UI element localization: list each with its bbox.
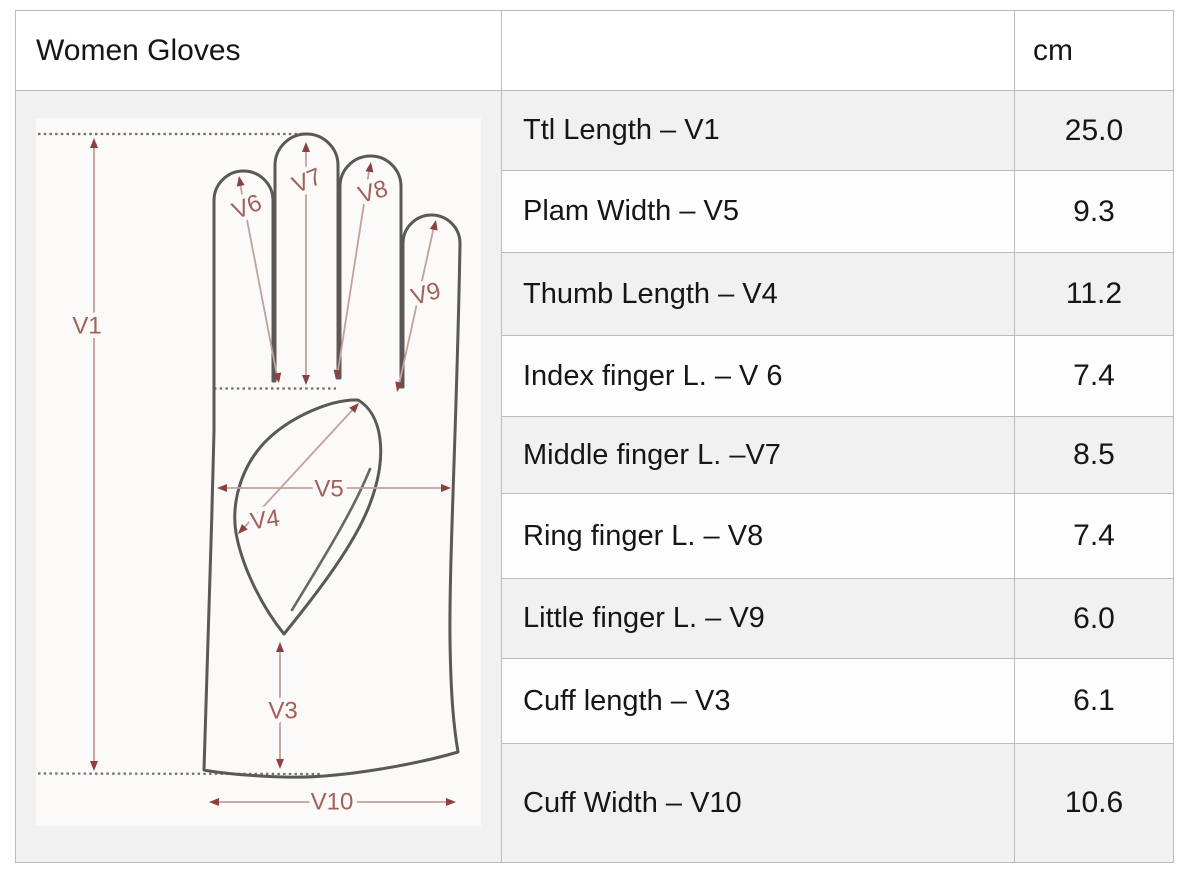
table-row: Ring finger L. – V8 7.4 — [16, 493, 1174, 579]
v1-label: V1 — [72, 313, 101, 340]
v3-dimension: V3 — [264, 642, 302, 769]
row-value: 25.0 — [1014, 90, 1174, 171]
table-row: Cuff Width – V10 10.6 — [16, 743, 1174, 863]
row-label: Middle finger L. –V7 — [501, 416, 1015, 494]
table-row: Index finger L. – V 6 7.4 — [16, 335, 1174, 417]
glove-diagram-svg: V1 V6 — [37, 132, 462, 820]
v4-label: V4 — [249, 505, 282, 536]
v5-label: V5 — [314, 476, 343, 503]
row-value: 6.1 — [1014, 658, 1174, 744]
v8-label: V8 — [355, 175, 391, 209]
thumb-outline — [233, 398, 383, 636]
table-row: Cuff length – V3 6.1 — [16, 658, 1174, 744]
row-label: Ttl Length – V1 — [501, 90, 1015, 171]
row-label: Thumb Length – V4 — [501, 252, 1015, 336]
glove-diagram-cell: V1 V6 — [15, 90, 502, 863]
glove-outline — [202, 132, 462, 779]
v7-dimension: V7 — [284, 142, 330, 385]
row-label: Cuff length – V3 — [501, 658, 1015, 744]
table-row: Thumb Length – V4 11.2 — [16, 252, 1174, 336]
glove-diagram-image: V1 V6 — [36, 118, 481, 826]
table-row: V1 V6 — [15, 90, 1174, 863]
v7-label: V7 — [288, 163, 325, 199]
table-title: Women Gloves — [15, 10, 502, 91]
unit-header: cm — [1014, 10, 1174, 91]
row-value: 10.6 — [1014, 743, 1174, 863]
v3-label: V3 — [268, 698, 297, 725]
row-label: Plam Width – V5 — [501, 170, 1015, 253]
row-value: 7.4 — [1014, 335, 1174, 417]
row-label: Little finger L. – V9 — [501, 578, 1015, 659]
table-row: Plam Width – V5 9.3 — [16, 170, 1174, 253]
v10-dimension: V10 — [209, 784, 456, 820]
v1-dimension: V1 — [68, 138, 106, 771]
v6-label: V6 — [228, 189, 265, 225]
v10-label: V10 — [311, 789, 354, 816]
row-label: Index finger L. – V 6 — [501, 335, 1015, 417]
row-label: Cuff Width – V10 — [501, 743, 1015, 863]
row-value: 11.2 — [1014, 252, 1174, 336]
bottom-reference-line — [37, 772, 323, 776]
header-spacer-cell — [501, 10, 1015, 91]
row-value: 8.5 — [1014, 416, 1174, 494]
row-label: Ring finger L. – V8 — [501, 493, 1015, 579]
thumb-crease — [290, 467, 372, 612]
v5-dimension: V5 — [217, 471, 451, 507]
table-row: Middle finger L. –V7 8.5 — [16, 416, 1174, 494]
row-value: 9.3 — [1014, 170, 1174, 253]
row-value: 7.4 — [1014, 493, 1174, 579]
size-table: Women Gloves cm — [15, 10, 1174, 863]
v9-label: V9 — [408, 277, 444, 311]
header-row: Women Gloves cm — [15, 10, 1174, 91]
row-value: 6.0 — [1014, 578, 1174, 659]
dotted-reference-lines — [37, 132, 336, 776]
v4-dimension: V4 — [238, 403, 359, 540]
